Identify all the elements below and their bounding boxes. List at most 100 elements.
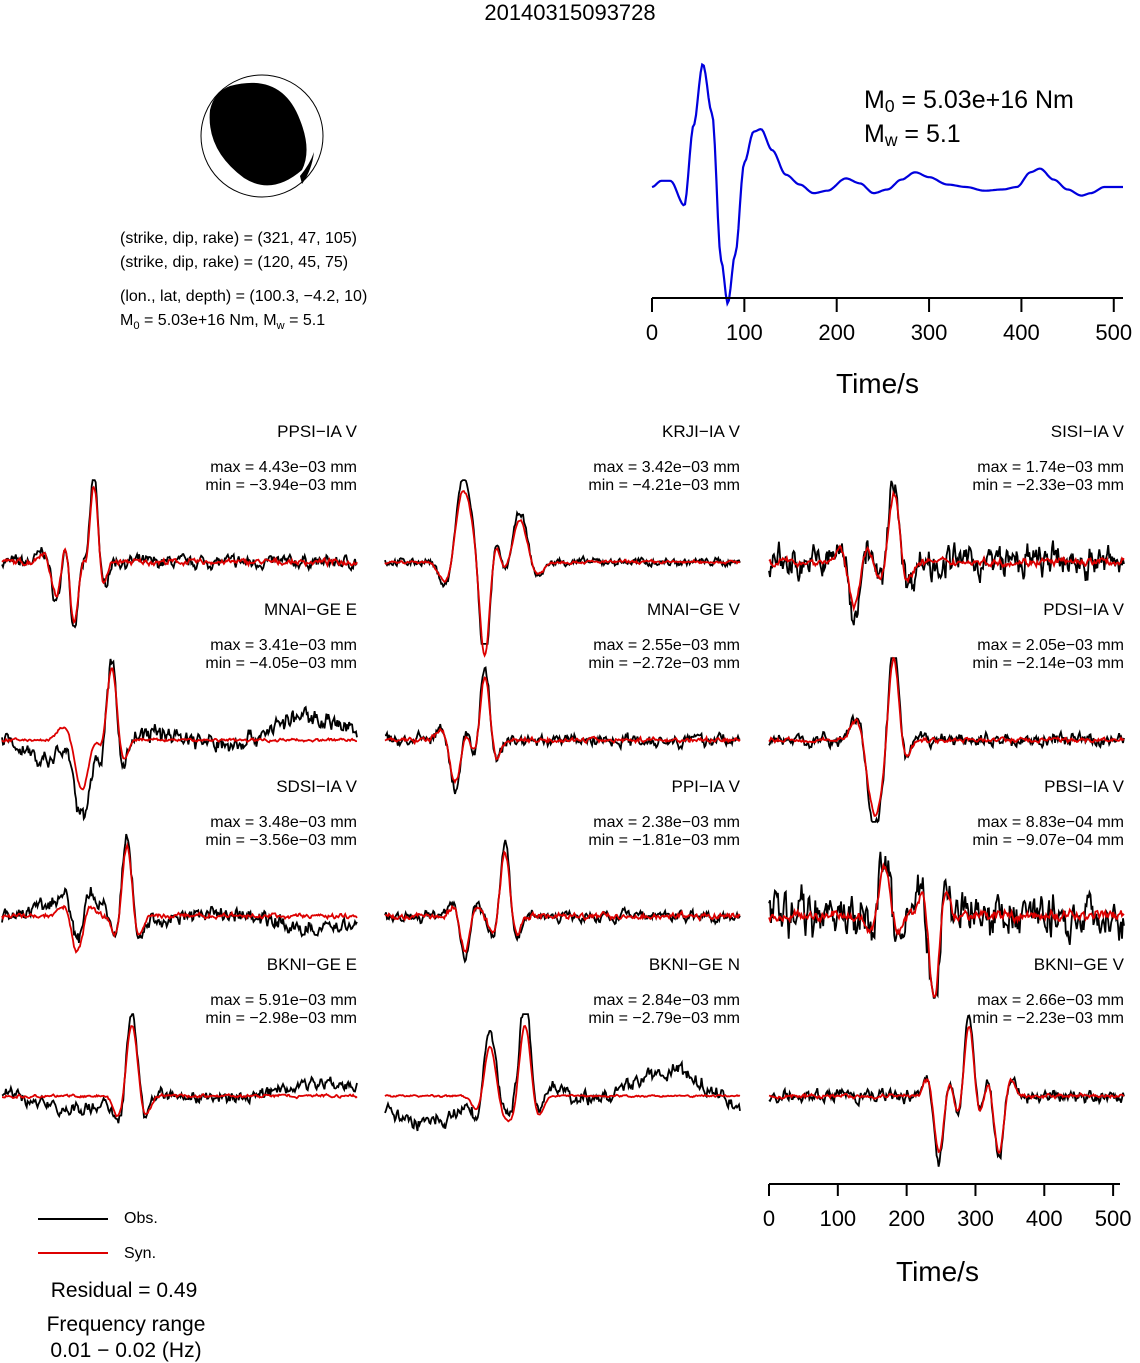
station-name: BKNI−GE N (648, 955, 740, 974)
station-name: MNAI−GE E (263, 600, 357, 619)
station-min: min = −4.05e−03 mm (205, 655, 357, 672)
frequency-range: 0.01 − 0.02 (Hz) (50, 1339, 202, 1362)
plane2-values: (120, 45, 75) (257, 254, 349, 271)
syn-trace (768, 1025, 1125, 1154)
station-max: max = 2.05e−03 mm (977, 637, 1124, 654)
station-min: min = −3.56e−03 mm (205, 832, 357, 849)
syn-trace (1, 667, 358, 791)
station-min: min = −2.14e−03 mm (972, 655, 1124, 672)
stf-m0-sub: 0 (884, 96, 895, 116)
waveform-tick-label: 100 (819, 1206, 857, 1231)
stf-magnitude: Mw = 5.1 (864, 120, 961, 151)
station-max: max = 4.43e−03 mm (210, 459, 357, 476)
m0-sub: 0 (133, 320, 140, 332)
stf-mw-value: = 5.1 (897, 120, 961, 148)
moment-params: M0 = 5.03e+16 Nm, Mw = 5.1 (120, 312, 325, 332)
stf-tick-label: 300 (910, 320, 948, 345)
station-min: min = −2.79e−03 mm (588, 1010, 740, 1027)
station-max: max = 2.84e−03 mm (593, 992, 740, 1009)
residual-text: Residual = 0.49 (50, 1279, 198, 1302)
location-prefix: (lon., lat, depth) = (120, 288, 250, 305)
location-params: (lon., lat, depth) = (100.3, −4.2, 10) (120, 288, 367, 306)
obs-trace (1, 1013, 358, 1124)
station-name: KRJI−IA V (662, 422, 740, 441)
stf-tick-label: 100 (725, 320, 763, 345)
obs-trace (1, 658, 358, 822)
mw-symbol: M (263, 312, 277, 329)
station-max: max = 2.55e−03 mm (593, 637, 740, 654)
plane2-params: (strike, dip, rake) = (120, 45, 75) (120, 254, 348, 272)
stf-tick-label: 400 (1003, 320, 1040, 345)
waveform-tick-label: 500 (1094, 1206, 1132, 1231)
syn-trace (384, 1024, 741, 1123)
syn-trace (384, 676, 741, 785)
station-max: max = 5.91e−03 mm (210, 992, 357, 1009)
location-values: (100.3, −4.2, 10) (249, 288, 368, 305)
plane1-prefix: (strike, dip, rake) = (120, 230, 258, 247)
stf-m0-value: = 5.03e+16 Nm (894, 86, 1074, 114)
station-max: max = 3.42e−03 mm (593, 459, 740, 476)
station-name: PPSI−IA V (277, 422, 357, 441)
station-min: min = −1.81e−03 mm (588, 832, 740, 849)
waveform-traces (1, 479, 1125, 1167)
obs-trace (768, 1014, 1125, 1167)
syn-trace (1, 485, 358, 625)
station-name: BKNI−GE E (266, 955, 357, 974)
syn-trace (768, 656, 1125, 817)
station-min: min = −2.33e−03 mm (972, 477, 1124, 494)
station-min: min = −3.94e−03 mm (205, 477, 357, 494)
stf-time-axis (651, 297, 1123, 312)
syn-trace (2, 1025, 358, 1118)
waveform-tick-label: 400 (1025, 1206, 1063, 1231)
station-min: min = −9.07e−04 mm (972, 832, 1124, 849)
beachball-icon (200, 74, 324, 198)
station-name: PBSI−IA V (1044, 777, 1124, 796)
station-name: MNAI−GE V (646, 600, 740, 619)
stf-mw-sub: w (884, 130, 898, 150)
beachball-compressional-lobe (209, 82, 307, 186)
obs-trace (768, 851, 1125, 999)
stf-tick-label: 200 (818, 320, 856, 345)
station-name: SDSI−IA V (276, 777, 357, 796)
frequency-label: Frequency range (46, 1313, 206, 1336)
plane1-params: (strike, dip, rake) = (321, 47, 105) (120, 230, 357, 248)
legend-syn-label: Syn. (124, 1245, 157, 1262)
syn-trace (384, 849, 741, 954)
station-name: PPI−IA V (671, 777, 740, 796)
obs-trace (384, 1013, 741, 1132)
mw-value: = 5.1 (284, 312, 326, 329)
m0-value: = 5.03e+16 Nm, (139, 312, 264, 329)
stf-tick-label: 500 (1095, 320, 1133, 345)
stf-m0-symbol: M (864, 86, 885, 114)
waveform-tick-label: 200 (888, 1206, 925, 1231)
station-max: max = 2.66e−03 mm (977, 992, 1124, 1009)
figure-title: 20140315093728 (484, 0, 656, 25)
stf-mw-symbol: M (864, 120, 885, 148)
stf-moment: M0 = 5.03e+16 Nm (864, 86, 1074, 117)
obs-trace (1, 833, 358, 944)
station-name: PDSI−IA V (1043, 600, 1124, 619)
station-min: min = −2.72e−03 mm (588, 655, 740, 672)
syn-trace (1, 841, 358, 954)
syn-trace (384, 490, 741, 658)
waveform-tick-label: 0 (762, 1206, 776, 1231)
source-time-function-plot (651, 62, 1123, 307)
mw-sub: w (276, 320, 285, 332)
legend-lines (38, 1218, 108, 1254)
station-max: max = 8.83e−04 mm (977, 814, 1124, 831)
stf-tick-label: 0 (645, 320, 659, 345)
stf-curve (651, 62, 1123, 307)
m0-symbol: M (120, 312, 134, 329)
station-name: BKNI−GE V (1033, 955, 1124, 974)
stf-xlabel: Time/s (836, 368, 919, 399)
station-max: max = 2.38e−03 mm (593, 814, 740, 831)
station-max: max = 3.41e−03 mm (210, 637, 357, 654)
station-max: max = 3.48e−03 mm (210, 814, 357, 831)
waveform-time-axis (768, 1183, 1120, 1196)
station-name: SISI−IA V (1050, 422, 1124, 441)
waveform-tick-label: 300 (957, 1206, 994, 1231)
beachball-small-lobe (300, 152, 314, 184)
plane1-values: (321, 47, 105) (257, 230, 357, 247)
station-min: min = −2.23e−03 mm (972, 1010, 1124, 1027)
